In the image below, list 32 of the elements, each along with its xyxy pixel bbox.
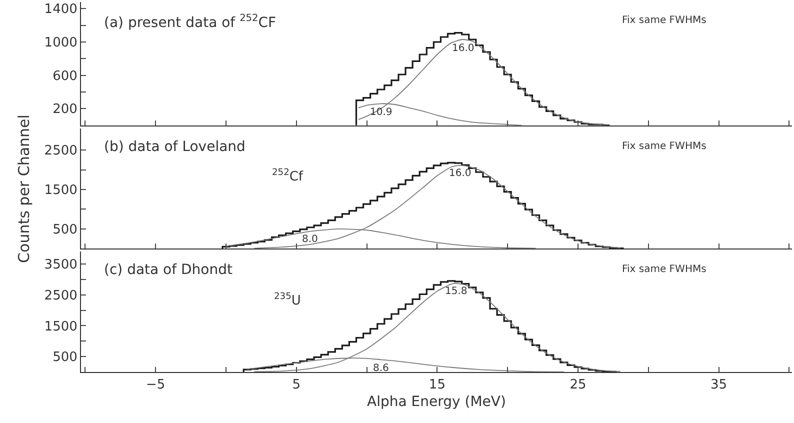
y-tick-label: 2500 [44,144,78,159]
annotation: $^{235}$U [274,292,301,308]
annotation: 16.0 [452,43,474,54]
y-axis-title: Counts per Channel [14,114,33,263]
annotation: 16.0 [449,168,472,179]
annotation: 8.6 [373,363,389,374]
y-tick-label: 3500 [44,258,78,273]
x-tick-label: 5 [292,378,301,393]
x-tick-label: 25 [570,378,586,393]
x-tick-label: 35 [710,378,728,393]
text: (b) data of Loveland [104,139,246,155]
x-axis-title: Alpha Energy (MeV) [367,394,506,410]
annotation: Fix same FWHMs [622,15,706,26]
y-tick-label: 600 [52,68,78,84]
y-tick-label: 200 [52,102,78,118]
x-tick-label: −5 [146,378,166,393]
annotation: $^{252}$Cf [272,168,304,184]
annotation: Fix same FWHMs [622,264,706,275]
y-tick-label: 2500 [44,288,78,304]
text: (a) present data of $^{252}$CF [104,13,276,31]
y-tick-label: 1400 [44,2,78,18]
y-tick-label: 500 [52,222,78,238]
y-tick-label: 500 [52,350,78,366]
annotation: 8.0 [302,234,318,245]
y-tick-label: 1500 [44,183,78,198]
y-tick-label: 1500 [44,319,78,334]
x-tick-label: 15 [428,378,446,393]
annotation: 15.8 [445,286,468,297]
annotation: 10.9 [370,107,392,118]
annotation: Fix same FWHMs [622,141,706,152]
text: (c) data of Dhondt [104,262,233,278]
y-tick-label: 1000 [44,36,78,51]
